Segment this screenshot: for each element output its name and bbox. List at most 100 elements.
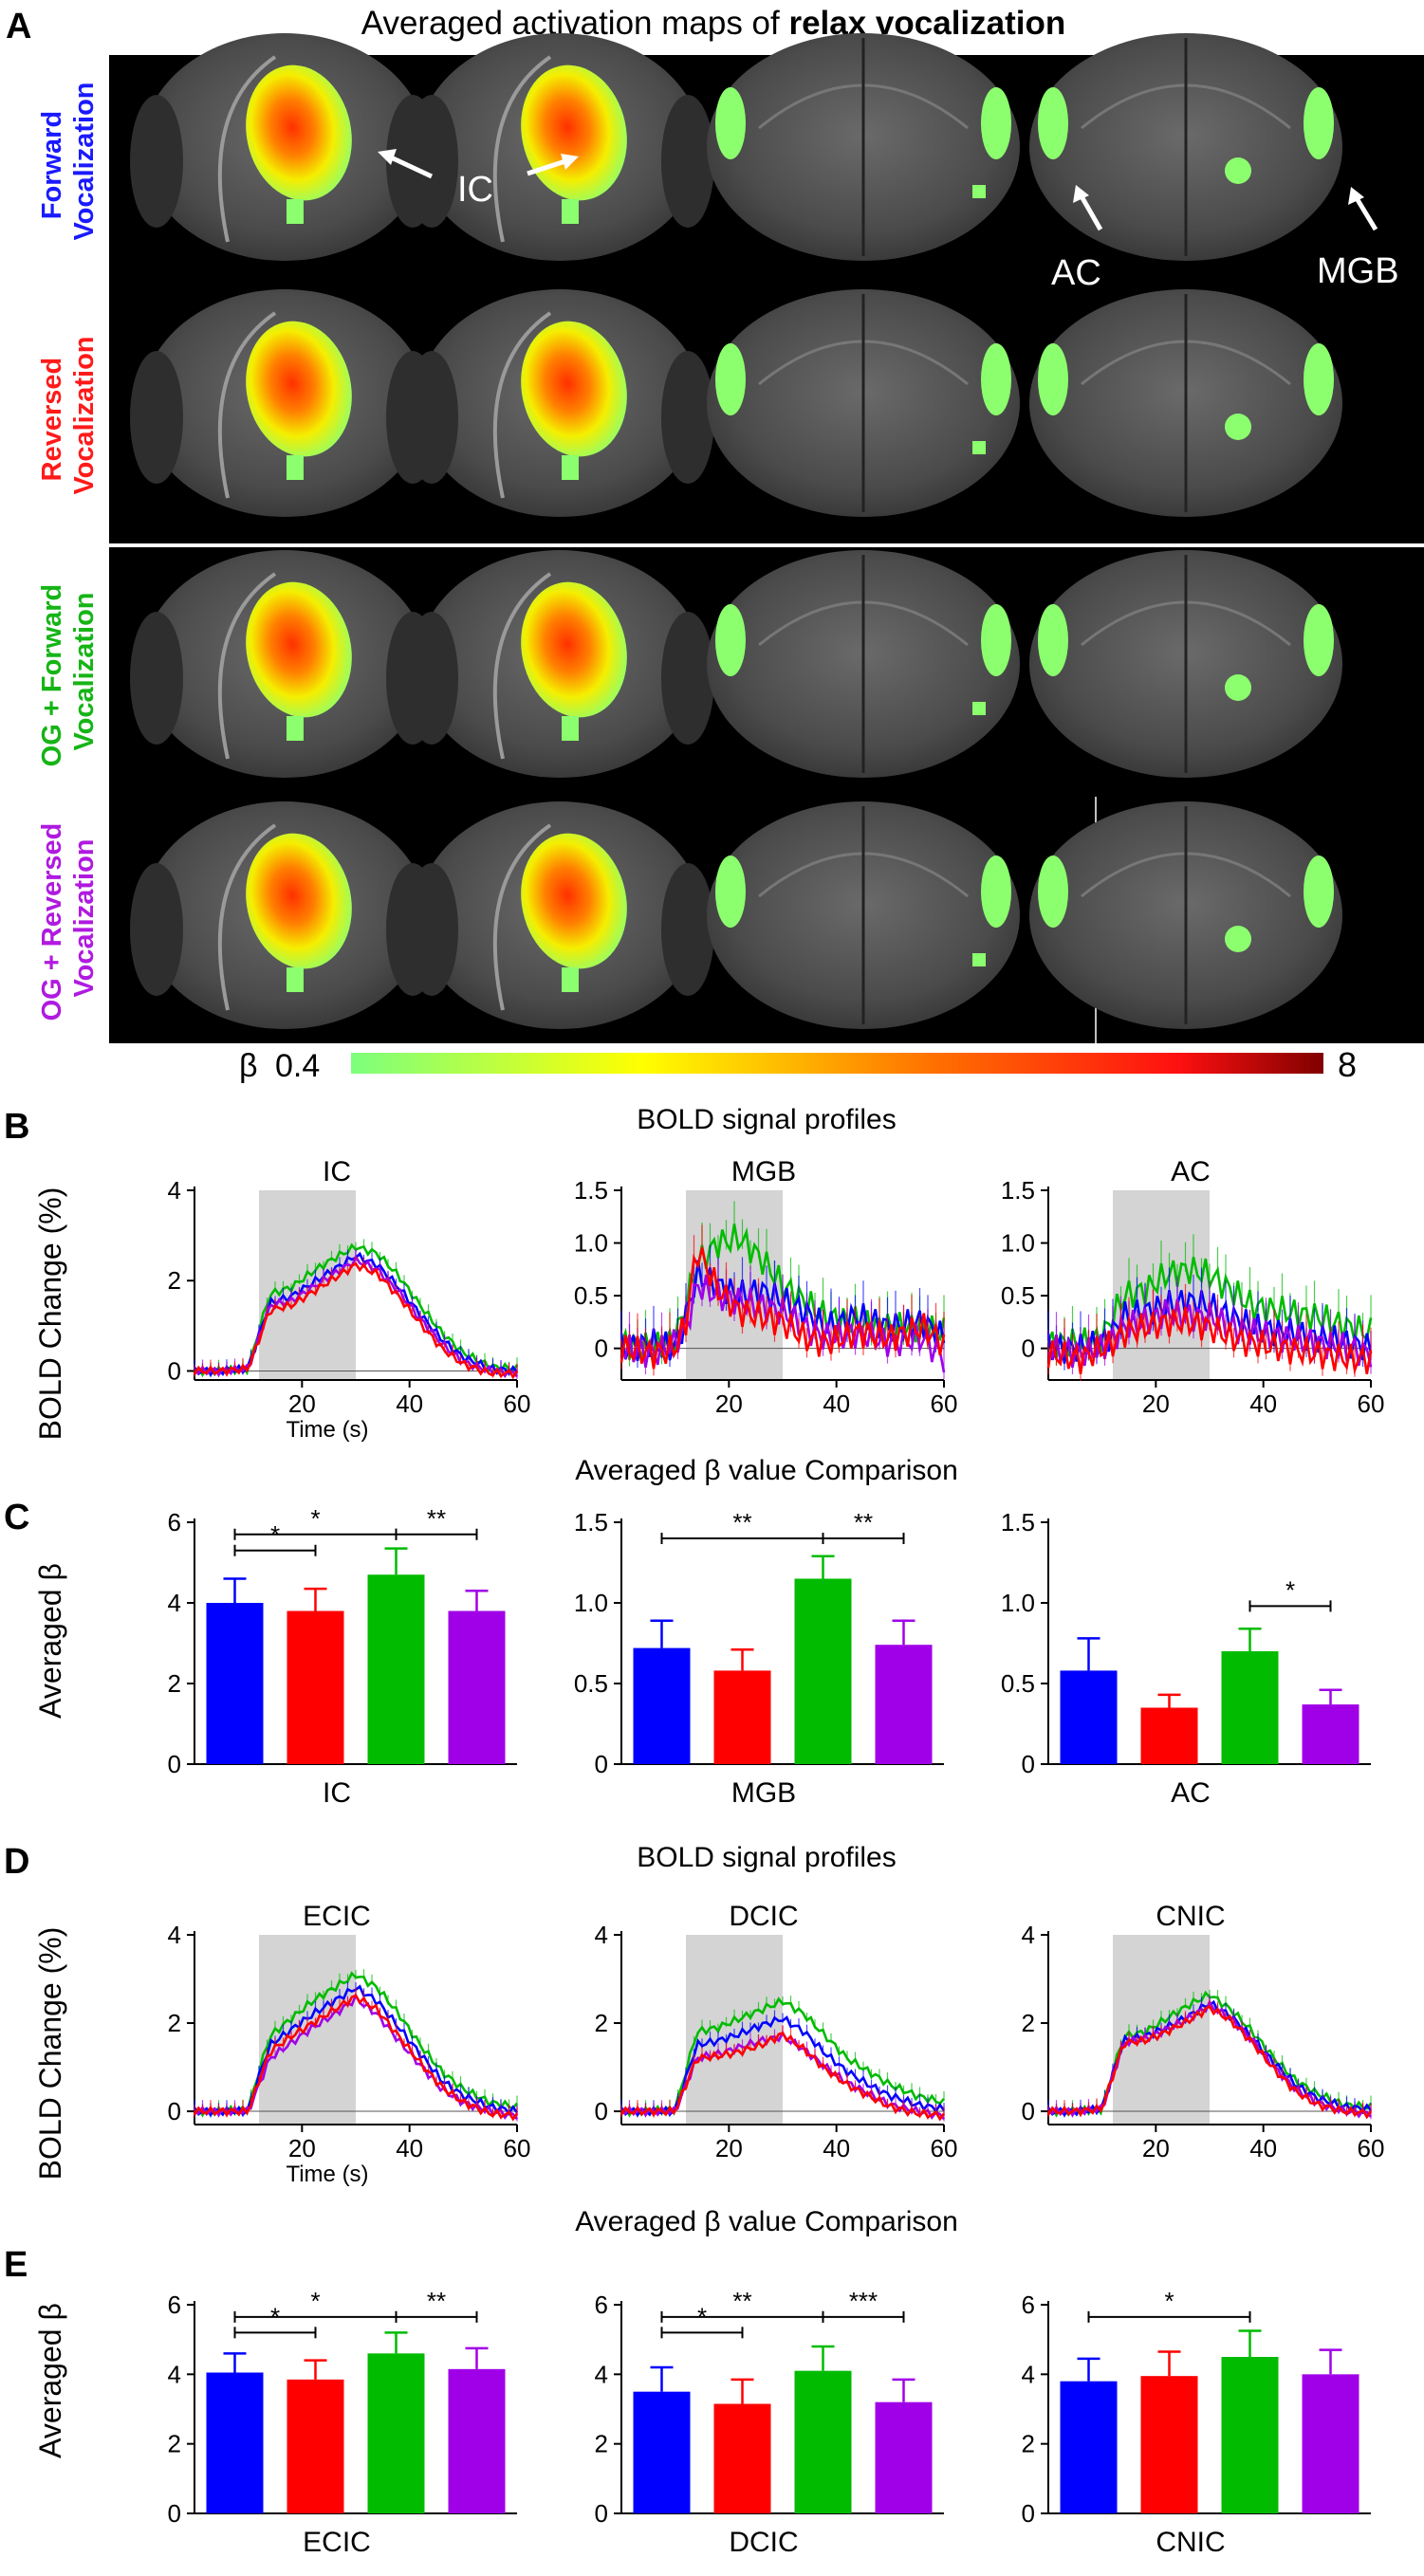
x-axis-label: Time (s) [286,2162,368,2187]
ic-activation-tail [562,455,579,480]
panel-a-letter: A [6,7,31,46]
midline-contour [217,55,277,243]
y-tick-label: 0.5 [1001,1281,1035,1310]
row-label-og-forward: OG + Forward Vocalization [37,577,100,767]
y-tick-label: 1.0 [574,1589,608,1617]
ac-activation-left [715,343,746,415]
y-tick-label: 2 [1022,2009,1035,2037]
panel-b-ylabel: BOLD Change (%) [33,1187,67,1441]
y-tick-label: 1.5 [574,1508,608,1536]
ac-activation-left [715,856,746,928]
y-tick-label: 1.5 [1001,1176,1035,1205]
chart-c-mgb: 0 0.5 1.0 1.5 ** ** MGB [574,1508,944,1809]
ic-activation [521,321,627,457]
arrow-ic-2 [527,158,566,176]
label-ic: IC [457,170,493,210]
mgb-activation [1225,926,1251,952]
chart-c-ac: 0 0.5 1.0 1.5 * AC [1001,1508,1371,1809]
arrow-mgb-head [1348,187,1364,205]
arrow-mgb [1354,196,1378,231]
panel-b-letter: B [4,1107,29,1147]
x-tick-label: 20 [1142,1389,1170,1418]
y-tick-label: 4 [168,1921,181,1949]
bar-reversed [713,1670,771,1764]
panel-d-title: BOLD signal profiles [637,1842,896,1873]
colorbar-max-label: 8 [1338,1045,1357,1084]
row-label-og-reversed: OG + Reversed Vocalization [37,816,100,1021]
ic-activation-tail [287,455,304,480]
cerebellum-edge [130,95,183,228]
y-tick-label: 2 [168,2430,181,2458]
y-tick-label: 4 [168,1176,181,1205]
chart-d-dcic: 0 2 4 20 40 60 DCIC [595,1901,958,2162]
chart-b-ac: 0 0.5 1.0 1.5 20 40 60 AC [1001,1156,1385,1418]
ac-activation-right [981,343,1011,415]
cerebellum-edge [405,612,458,745]
brain-slice-r3-c3 [707,550,1020,778]
significance-label: ** [427,1504,446,1533]
small-activation [972,441,986,454]
cerebellum-edge [405,95,458,228]
row-label-forward-line1: Forward [37,111,67,219]
panel-b-title: BOLD signal profiles [637,1104,896,1135]
colorbar-gradient [351,1053,1323,1074]
ac-activation-left [715,604,746,676]
ic-activation [521,581,627,718]
y-tick-label: 0 [1022,2097,1035,2125]
arrow-ac-head [1073,185,1089,203]
chart-title: IC [323,1156,351,1187]
panel-d-letter: D [4,1842,29,1882]
ic-activation-tail [287,716,304,741]
y-tick-label: 2 [168,1669,181,1698]
y-tick-label: 2 [1022,2430,1035,2458]
bar-og-forward [367,2353,425,2513]
row-label-og-forward-line2: Vocalization [69,592,100,750]
small-activation [972,953,986,966]
cerebellum-edge [661,95,714,228]
row-labels: Forward Vocalization Reversed Vocalizati… [37,82,100,1021]
significance-label: * [1164,2287,1174,2315]
bar-og-reversed [1302,1704,1359,1764]
brain-slice-r3-c1 [130,550,439,778]
bar-og-reversed [875,2401,933,2513]
mgb-activation [1225,414,1251,440]
ac-activation-right [981,604,1011,676]
arrow-ic-2-head [561,154,579,170]
x-tick-label: 60 [504,1389,531,1418]
significance-label: * [1285,1575,1295,1604]
y-tick-label: 0 [595,2097,608,2125]
panel-c-title: Averaged β value Comparison [575,1455,958,1486]
mgb-activation [1225,157,1251,184]
chart-title: MGB [731,1156,796,1187]
ic-activation-tail [562,967,579,992]
chart-title: DCIC [729,1901,798,1932]
panel-d-ylabel: BOLD Change (%) [33,1927,67,2180]
chart-title: AC [1171,1156,1211,1187]
cerebellum-edge [661,863,714,996]
brain-slice-r2-c4 [1029,289,1342,517]
midline-contour [492,572,552,760]
midline-contour [217,572,277,760]
brain-slice-r1-c4 [1029,33,1342,261]
significance-label: * [310,1504,320,1533]
brain-slice-r4-c4 [1029,801,1342,1029]
cerebellum-edge [130,351,183,484]
bar-og-reversed [448,1610,506,1764]
row-label-og-reversed-line2: Vocalization [69,838,100,997]
row-label-reversed-line2: Vocalization [69,336,100,494]
x-tick-label: 20 [1142,2134,1170,2162]
label-ac: AC [1051,253,1101,293]
bar-og-forward [1221,1651,1279,1764]
y-tick-label: 1.0 [574,1229,608,1258]
y-tick-label: 6 [168,2291,181,2319]
cerebellum-edge [661,351,714,484]
chart-title: ECIC [303,1901,371,1932]
bar-og-reversed [875,1645,933,1764]
panel-a-title: Averaged activation maps of relax vocali… [361,5,1066,42]
brain-slice-r4-c2 [405,801,714,1029]
x-tick-label: 40 [1249,1389,1277,1418]
panel-e-ylabel: Averaged β [33,2303,67,2458]
row-label-og-reversed-line1: OG + Reversed [37,823,67,1021]
